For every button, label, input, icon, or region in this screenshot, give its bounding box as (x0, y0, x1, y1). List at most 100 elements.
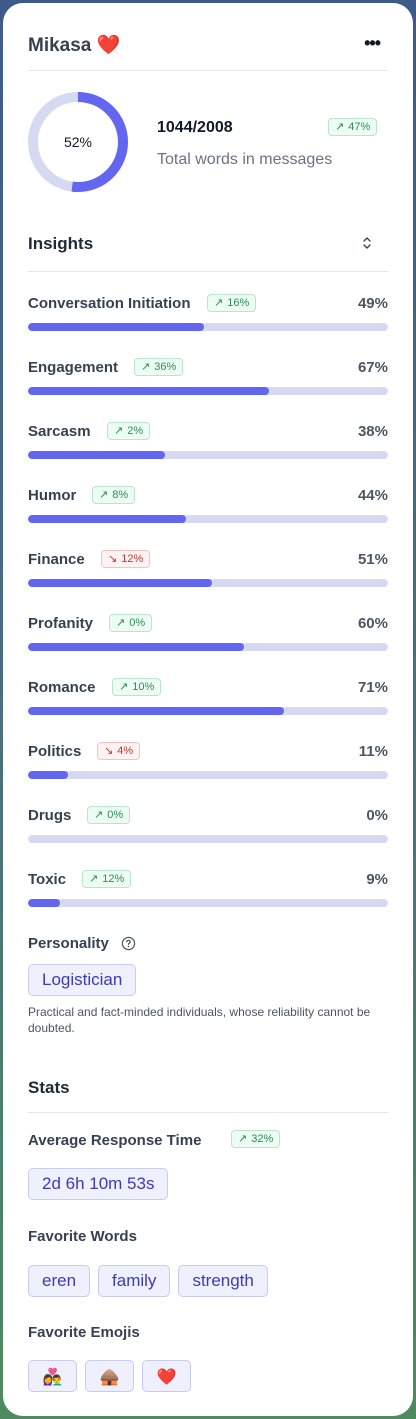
insight-change-badge: ↗ 0% (87, 806, 131, 824)
insight-progress-track (28, 323, 388, 331)
words-progress-ring: 52% (28, 92, 128, 192)
insight-label: Politics (28, 743, 82, 760)
insight-progress-track (28, 899, 388, 907)
favorite-words-label: Favorite Words (28, 1228, 137, 1245)
insight-progress-fill (28, 387, 270, 395)
insight-change-badge: ↗ 8% (92, 486, 136, 504)
insight-progress-track (28, 579, 388, 587)
heart-emoji: ❤️ (96, 34, 121, 56)
insight-change-badge: ↗ 10% (112, 678, 162, 696)
insight-progress-fill (28, 643, 244, 651)
insight-change-badge: ↘ 4% (97, 742, 141, 760)
insight-change-badge: ↗ 2% (107, 422, 151, 440)
stats-title: Stats (28, 1078, 70, 1097)
insight-label: Finance (28, 551, 85, 568)
insight-label: Conversation Initiation (28, 295, 191, 312)
favorite-word-chip[interactable]: strength (178, 1265, 268, 1297)
insight-progress-fill (28, 707, 284, 715)
arrow-up-right-icon: ↗ (114, 424, 124, 437)
insight-change-badge: ↗ 16% (207, 294, 257, 312)
sort-toggle-icon[interactable] (362, 236, 372, 250)
insight-label: Romance (28, 679, 96, 696)
insight-progress-fill (28, 515, 187, 523)
arrow-up-right-icon: ↗ (238, 1132, 248, 1145)
insight-row: Drugs ↗ 0% 0% (28, 806, 388, 847)
arrow-up-right-icon: ↗ (99, 488, 109, 501)
favorite-emoji-chip[interactable]: 👩‍❤️‍👨 (28, 1360, 77, 1392)
insights-header: Insights (28, 234, 388, 272)
response-time-chip[interactable]: 2d 6h 10m 53s (28, 1168, 169, 1200)
insight-row: Finance ↘ 12% 51% (28, 550, 388, 591)
personality-type-chip[interactable]: Logistician (28, 964, 137, 996)
arrow-up-right-icon: ↗ (89, 872, 99, 885)
insight-label: Toxic (28, 871, 67, 888)
insight-change-badge: ↗ 36% (134, 358, 184, 376)
insight-row: Profanity ↗ 0% 60% (28, 614, 388, 655)
arrow-up-right-icon: ↗ (94, 808, 104, 821)
personality-label: Personality (28, 935, 109, 952)
insight-progress-track (28, 835, 388, 843)
arrow-up-right-icon: ↗ (335, 120, 345, 133)
arrow-up-right-icon: ↗ (141, 360, 151, 373)
response-time-change-badge: ↗ 32% (231, 1130, 281, 1148)
insight-row: Romance ↗ 10% 71% (28, 678, 388, 719)
more-horizontal-icon[interactable]: ••• (364, 33, 381, 53)
personality-description: Practical and fact-minded individuals, w… (28, 1005, 371, 1035)
insight-progress-fill (28, 323, 205, 331)
favorite-emoji-chip[interactable]: 🛖 (85, 1360, 134, 1392)
insight-progress-fill (28, 771, 68, 779)
insight-progress-track (28, 707, 388, 715)
progress-ring-svg (28, 92, 128, 192)
insight-percent: 51% (357, 551, 388, 568)
insight-progress-track (28, 643, 388, 651)
card-header: Mikasa ❤️ ••• (28, 31, 388, 71)
ring-fill (28, 92, 128, 192)
insight-progress-track (28, 387, 388, 395)
insight-percent: 44% (357, 487, 388, 504)
insight-row: Toxic ↗ 12% 9% (28, 870, 388, 911)
words-label: Total words in messages (157, 151, 333, 168)
insight-progress-track (28, 451, 388, 459)
insight-percent: 60% (357, 615, 388, 632)
favorite-word-chip[interactable]: eren (28, 1265, 91, 1297)
insight-change-badge: ↘ 12% (101, 550, 151, 568)
arrow-down-right-icon: ↘ (104, 744, 114, 757)
ring-percent: 52% (63, 134, 93, 150)
arrow-down-right-icon: ↘ (108, 552, 118, 565)
insight-percent: 9% (366, 871, 388, 888)
help-circle-icon[interactable] (121, 936, 136, 951)
profile-card: Mikasa ❤️ ••• 52% 1044/2008 Total words … (3, 3, 413, 1416)
stats-header: Stats (28, 1078, 388, 1113)
insight-percent: 11% (358, 743, 388, 760)
response-time-label: Average Response Time (28, 1132, 202, 1149)
insight-row: Politics ↘ 4% 11% (28, 742, 388, 783)
insight-progress-track (28, 515, 388, 523)
favorite-emojis-list: 👩‍❤️‍👨 🛖 ❤️ (28, 1360, 191, 1392)
insight-change-badge: ↗ 12% (82, 870, 132, 888)
insight-label: Profanity (28, 615, 94, 632)
insight-progress-fill (28, 579, 212, 587)
insight-change-badge: ↗ 0% (109, 614, 153, 632)
insights-title: Insights (28, 234, 94, 253)
words-count: 1044/2008 (157, 119, 233, 136)
insight-progress-fill (28, 451, 165, 459)
favorite-emojis-label: Favorite Emojis (28, 1324, 140, 1341)
insight-label: Drugs (28, 807, 72, 824)
words-change-badge: ↗ 47% (328, 118, 378, 136)
favorite-emoji-chip[interactable]: ❤️ (142, 1360, 191, 1392)
contact-name: Mikasa ❤️ (28, 34, 121, 56)
insight-progress-track (28, 771, 388, 779)
favorite-word-chip[interactable]: family (98, 1265, 171, 1297)
insight-row: Humor ↗ 8% 44% (28, 486, 388, 527)
insight-label: Engagement (28, 359, 119, 376)
arrow-up-right-icon: ↗ (214, 296, 224, 309)
insight-row: Engagement ↗ 36% 67% (28, 358, 388, 399)
insight-percent: 67% (357, 359, 388, 376)
insight-label: Sarcasm (28, 423, 91, 440)
insight-row: Sarcasm ↗ 2% 38% (28, 422, 388, 463)
insight-progress-fill (28, 899, 61, 907)
insight-percent: 38% (357, 423, 388, 440)
insight-label: Humor (28, 487, 77, 504)
insight-row: Conversation Initiation ↗ 16% 49% (28, 294, 388, 335)
insight-percent: 0% (366, 807, 388, 824)
